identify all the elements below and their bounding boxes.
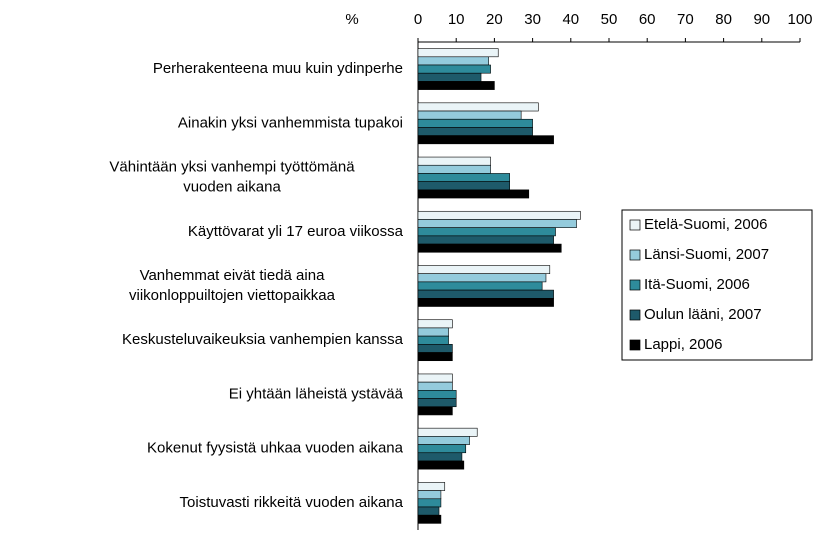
x-tick-label: 40: [562, 11, 579, 28]
bar: [417, 235, 554, 245]
bar: [417, 289, 554, 299]
bar: [417, 181, 510, 191]
x-tick-label: 30: [524, 11, 541, 28]
legend-swatch: [629, 309, 641, 321]
bar: [417, 164, 491, 174]
bar: [417, 265, 551, 274]
legend-box: [621, 209, 813, 361]
bar: [417, 156, 491, 166]
bar: [417, 460, 465, 470]
bar: [417, 406, 453, 416]
bar: [417, 490, 442, 500]
legend-label: Lappi, 2006: [644, 336, 722, 353]
y-tick-label: Keskusteluvaikeuksia vanhempien kanssa: [122, 331, 404, 348]
y-tick-label: Perherakenteena muu kuin ydinperhe: [153, 60, 403, 77]
bar: [417, 127, 533, 136]
bar: [417, 110, 522, 120]
axis-unit: %: [345, 11, 358, 28]
bar: [417, 506, 440, 516]
bar: [417, 444, 467, 454]
x-tick-label: 60: [639, 11, 656, 28]
bar: [417, 482, 446, 491]
bar: [417, 227, 556, 237]
x-tick-label: 50: [601, 11, 618, 28]
bar: [417, 210, 581, 220]
bar: [417, 335, 449, 345]
bar: [417, 243, 562, 253]
legend-label: Etelä-Suomi, 2006: [644, 216, 767, 233]
bar: [417, 102, 539, 112]
bar: [417, 344, 453, 353]
bar: [417, 452, 463, 462]
bar: [417, 427, 478, 437]
x-tick-label: 90: [753, 11, 770, 28]
bar: [417, 81, 495, 90]
y-tick-label: Toistuvasti rikkeitä vuoden aikana: [180, 494, 404, 511]
legend-swatch: [629, 249, 641, 261]
bar: [417, 390, 457, 399]
bar: [417, 398, 457, 408]
bar: [417, 173, 510, 182]
legend-label: Länsi-Suomi, 2007: [644, 246, 769, 263]
y-tick-label: Ei yhtään läheistä ystävää: [229, 385, 404, 402]
x-tick-label: 0: [414, 11, 422, 28]
bar: [417, 381, 453, 391]
bar: [417, 189, 530, 199]
bar: [417, 319, 453, 329]
bar: [417, 48, 499, 58]
x-tick-label: 70: [677, 11, 694, 28]
y-tick-label: Kokenut fyysistä uhkaa vuoden aikana: [147, 440, 404, 457]
bar: [417, 352, 453, 362]
bar: [417, 72, 482, 82]
bar: [417, 273, 547, 283]
y-tick-label: Ainakin yksi vanhemmista tupakoi: [178, 114, 403, 131]
bar: [417, 56, 489, 66]
bar: [417, 219, 577, 228]
bar: [417, 297, 554, 307]
legend-swatch: [629, 339, 641, 351]
x-tick-label: 10: [448, 11, 465, 28]
x-tick-label: 80: [715, 11, 732, 28]
y-tick-label: Vanhemmat eivät tiedä aina viikonloppuilt…: [129, 267, 336, 304]
bar: [417, 514, 442, 524]
bar: [417, 498, 442, 508]
legend-swatch: [629, 279, 641, 291]
bar: [417, 327, 449, 337]
legend-label: Oulun lääni, 2007: [644, 306, 762, 323]
legend-label: Itä-Suomi, 2006: [644, 276, 750, 293]
y-tick-label: Vähintään yksi vanhempi työttömänä vuoden…: [109, 159, 355, 196]
x-tick-label: 100: [787, 11, 812, 28]
bar: [417, 118, 533, 128]
bar: [417, 135, 554, 145]
legend-swatch: [629, 219, 641, 231]
y-tick-label: Käyttövarat yli 17 euroa viikossa: [188, 223, 404, 240]
bar: [417, 373, 453, 383]
bar: [417, 436, 470, 445]
bar: [417, 64, 491, 74]
x-tick-label: 20: [486, 11, 503, 28]
bar: [417, 281, 543, 291]
